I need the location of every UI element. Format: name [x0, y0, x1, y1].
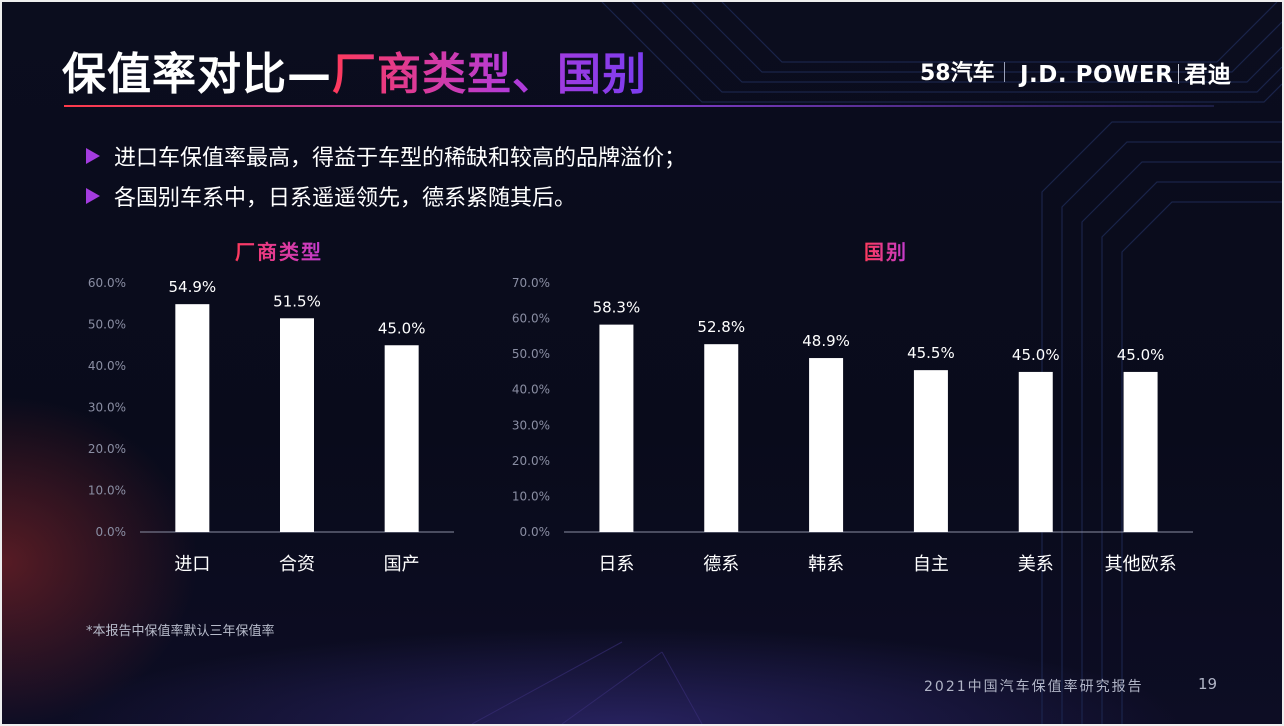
bar-value-label: 52.8%: [697, 318, 745, 336]
bar-value-label: 51.5%: [273, 292, 321, 310]
x-tick-label: 德系: [703, 554, 739, 575]
y-tick-label: 0.0%: [520, 525, 551, 539]
triangle-bullet-icon: [86, 148, 100, 164]
chart-manufacturer-type: 0.0% 10.0% 20.0% 30.0% 40.0% 50.0% 60.0% 54.9% 进…: [88, 276, 454, 575]
title-highlight: 厂商类型、国别: [332, 49, 647, 100]
chart-title-manufacturer: 厂商类型: [235, 236, 323, 265]
x-tick-label: 日系: [598, 554, 634, 575]
bullet-text: 进口车保值率最高，得益于车型的稀缺和较高的品牌溢价；: [114, 146, 687, 171]
bar: [809, 358, 844, 532]
bar: [704, 344, 739, 532]
y-tick-label: 60.0%: [88, 276, 126, 290]
page-title: 保值率对比—厂商类型、国别: [62, 38, 647, 102]
bar-value-label: 48.9%: [802, 332, 850, 350]
bar: [1123, 371, 1158, 532]
chart-title-country: 国别: [864, 236, 908, 265]
bullet-text: 各国别车系中，日系遥遥领先，德系紧随其后。: [114, 186, 577, 211]
report-title: 2021中国汽车保值率研究报告: [924, 679, 1144, 695]
brand-58-logo: 58汽车: [920, 61, 995, 86]
footnote: *本报告中保值率默认三年保值率: [86, 624, 275, 639]
x-tick-label: 美系: [1018, 554, 1054, 575]
bar-value-label: 45.0%: [378, 319, 426, 337]
bar: [599, 324, 634, 532]
bar: [1018, 371, 1053, 532]
bar: [384, 345, 419, 532]
bar: [280, 318, 314, 532]
bar-value-label: 58.3%: [593, 299, 641, 317]
chart-country: 0.0% 10.0% 20.0% 30.0% 40.0% 50.0% 60.0% 70.0% 5…: [512, 276, 1193, 575]
triangle-bullet-icon: [86, 188, 100, 204]
brand-jdpower-logo: J.D. POWER 君迪: [1020, 55, 1231, 89]
y-tick-label: 40.0%: [88, 359, 126, 373]
x-tick-label: 国产: [384, 554, 420, 575]
bullet-item: 各国别车系中，日系遥遥领先，德系紧随其后。: [86, 176, 686, 216]
x-tick-label: 自主: [913, 554, 949, 575]
x-tick-label: 其他欧系: [1105, 554, 1177, 575]
bullet-list: 进口车保值率最高，得益于车型的稀缺和较高的品牌溢价； 各国别车系中，日系遥遥领先…: [86, 136, 686, 216]
y-tick-label: 50.0%: [88, 318, 126, 332]
x-tick-label: 进口: [174, 554, 210, 575]
y-tick-label: 30.0%: [512, 418, 550, 432]
brand-inner-separator: [1178, 64, 1180, 84]
brand-separator: [1004, 62, 1005, 82]
y-tick-label: 0.0%: [96, 525, 127, 539]
bar-value-label: 45.0%: [1012, 346, 1060, 364]
brand-jd-cn-text: 君迪: [1184, 62, 1232, 88]
y-tick-label: 70.0%: [512, 276, 550, 290]
bar: [913, 370, 948, 532]
y-tick-label: 10.0%: [88, 484, 126, 498]
title-underline: [64, 105, 1214, 107]
page-number: 19: [1198, 675, 1218, 693]
y-tick-label: 40.0%: [512, 383, 550, 397]
bar-value-label: 45.5%: [907, 344, 955, 362]
y-tick-label: 60.0%: [512, 312, 550, 326]
y-tick-label: 30.0%: [88, 401, 126, 415]
y-tick-label: 20.0%: [88, 442, 126, 456]
bar-value-label: 45.0%: [1117, 346, 1165, 364]
y-tick-label: 10.0%: [512, 489, 550, 503]
y-tick-label: 20.0%: [512, 454, 550, 468]
y-tick-label: 50.0%: [512, 347, 550, 361]
brand-jd-text: J.D. POWER: [1020, 62, 1174, 88]
x-tick-label: 合资: [279, 554, 315, 575]
bar: [175, 304, 210, 532]
x-tick-label: 韩系: [808, 554, 844, 575]
bullet-item: 进口车保值率最高，得益于车型的稀缺和较高的品牌溢价；: [86, 136, 686, 176]
title-main: 保值率对比—: [62, 49, 332, 100]
bar-value-label: 54.9%: [169, 278, 217, 296]
